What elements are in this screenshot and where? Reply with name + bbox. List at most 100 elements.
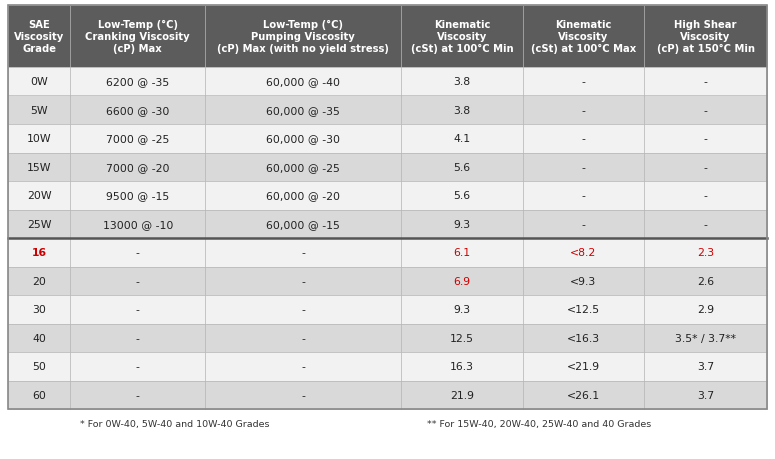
Text: 5W: 5W — [30, 106, 48, 116]
Text: High Shear
Viscosity
(cP) at 150°C Min: High Shear Viscosity (cP) at 150°C Min — [656, 20, 755, 54]
Text: <21.9: <21.9 — [567, 361, 600, 371]
Text: 7000 @ -25: 7000 @ -25 — [106, 134, 170, 144]
Text: 0W: 0W — [30, 77, 48, 87]
Text: -: - — [704, 134, 708, 144]
Bar — [71, 267, 205, 295]
Bar — [71, 68, 205, 96]
Bar — [205, 210, 401, 239]
Text: 2.3: 2.3 — [697, 248, 714, 257]
Text: 5.6: 5.6 — [453, 162, 470, 173]
Bar — [644, 352, 767, 381]
Bar — [8, 6, 71, 68]
Text: -: - — [136, 248, 140, 257]
Bar — [644, 295, 767, 324]
Text: -: - — [704, 219, 708, 229]
Text: 16.3: 16.3 — [449, 361, 474, 371]
Text: 10W: 10W — [27, 134, 51, 144]
Text: <16.3: <16.3 — [567, 333, 600, 343]
Bar — [522, 267, 644, 295]
Text: -: - — [301, 390, 305, 400]
Bar — [401, 210, 522, 239]
Bar — [401, 381, 522, 409]
Bar — [644, 182, 767, 210]
Bar — [8, 153, 71, 182]
Bar — [71, 125, 205, 153]
Bar — [71, 96, 205, 125]
Bar — [8, 295, 71, 324]
Text: 60,000 @ -20: 60,000 @ -20 — [267, 191, 340, 201]
Bar — [401, 324, 522, 352]
Bar — [522, 125, 644, 153]
Text: <26.1: <26.1 — [567, 390, 600, 400]
Bar — [644, 68, 767, 96]
Text: -: - — [301, 333, 305, 343]
Bar — [644, 210, 767, 239]
Bar — [644, 324, 767, 352]
Bar — [401, 96, 522, 125]
Bar — [8, 352, 71, 381]
Text: ** For 15W-40, 20W-40, 25W-40 and 40 Grades: ** For 15W-40, 20W-40, 25W-40 and 40 Gra… — [427, 419, 652, 428]
Bar — [522, 153, 644, 182]
Text: -: - — [136, 305, 140, 314]
Bar — [71, 6, 205, 68]
Bar — [205, 295, 401, 324]
Text: -: - — [136, 361, 140, 371]
Text: 40: 40 — [33, 333, 46, 343]
Bar — [71, 239, 205, 267]
Text: 6.9: 6.9 — [453, 276, 470, 286]
Bar — [205, 68, 401, 96]
Text: -: - — [581, 106, 585, 116]
Text: -: - — [704, 106, 708, 116]
Text: 20: 20 — [33, 276, 46, 286]
Text: Low-Temp (°C)
Pumping Viscosity
(cP) Max (with no yield stress): Low-Temp (°C) Pumping Viscosity (cP) Max… — [217, 20, 389, 54]
Text: 6.1: 6.1 — [453, 248, 470, 257]
Text: 6600 @ -30: 6600 @ -30 — [106, 106, 170, 116]
Bar — [401, 125, 522, 153]
Text: 9500 @ -15: 9500 @ -15 — [106, 191, 170, 201]
Bar — [522, 324, 644, 352]
Text: -: - — [301, 276, 305, 286]
Text: 16: 16 — [32, 248, 46, 257]
Bar — [522, 210, 644, 239]
Bar — [401, 352, 522, 381]
Text: 3.7: 3.7 — [697, 361, 714, 371]
Text: 13000 @ -10: 13000 @ -10 — [102, 219, 173, 229]
Text: 2.6: 2.6 — [697, 276, 714, 286]
Bar — [71, 210, 205, 239]
Bar — [401, 153, 522, 182]
Text: -: - — [704, 162, 708, 173]
Text: 60: 60 — [33, 390, 46, 400]
Bar — [71, 295, 205, 324]
Bar — [205, 239, 401, 267]
Bar — [522, 352, 644, 381]
Text: <8.2: <8.2 — [570, 248, 597, 257]
Text: Low-Temp (°C)
Cranking Viscosity
(cP) Max: Low-Temp (°C) Cranking Viscosity (cP) Ma… — [85, 20, 190, 54]
Text: 60,000 @ -30: 60,000 @ -30 — [267, 134, 340, 144]
Text: 20W: 20W — [27, 191, 51, 201]
Bar — [401, 6, 522, 68]
Text: 60,000 @ -40: 60,000 @ -40 — [267, 77, 340, 87]
Text: -: - — [704, 191, 708, 201]
Bar — [522, 96, 644, 125]
Text: -: - — [581, 191, 585, 201]
Bar — [8, 210, 71, 239]
Bar — [401, 68, 522, 96]
Bar — [522, 68, 644, 96]
Text: 60,000 @ -25: 60,000 @ -25 — [267, 162, 340, 173]
Bar — [522, 381, 644, 409]
Text: -: - — [581, 134, 585, 144]
Text: -: - — [136, 276, 140, 286]
Bar — [71, 352, 205, 381]
Text: 12.5: 12.5 — [449, 333, 474, 343]
Bar — [522, 295, 644, 324]
Text: <12.5: <12.5 — [567, 305, 600, 314]
Bar — [644, 125, 767, 153]
Text: -: - — [704, 77, 708, 87]
Text: Kinematic
Viscosity
(cSt) at 100°C Max: Kinematic Viscosity (cSt) at 100°C Max — [531, 20, 636, 54]
Text: 9.3: 9.3 — [453, 219, 470, 229]
Bar — [205, 6, 401, 68]
Bar — [205, 352, 401, 381]
Text: 15W: 15W — [27, 162, 51, 173]
Bar — [401, 267, 522, 295]
Bar — [71, 182, 205, 210]
